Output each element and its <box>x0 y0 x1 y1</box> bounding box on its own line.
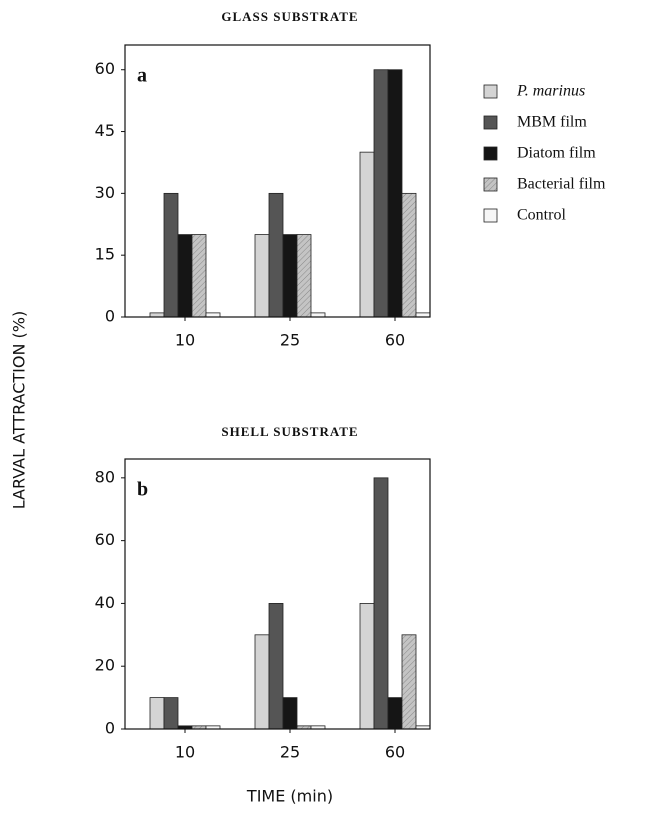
x-tick-label: 10 <box>175 331 195 350</box>
x-tick-label: 25 <box>280 331 300 350</box>
bar <box>177 234 193 318</box>
y-tick-label: 60 <box>95 530 115 549</box>
y-tick-label: 0 <box>105 719 115 738</box>
legend-label: Control <box>517 207 566 224</box>
x-tick-label: 10 <box>175 743 195 762</box>
y-tick-label: 15 <box>95 245 115 264</box>
x-tick-label: 60 <box>385 743 405 762</box>
legend-label: MBM film <box>517 114 587 131</box>
bar <box>163 192 179 318</box>
bar <box>254 634 270 730</box>
y-tick-label: 60 <box>95 59 115 78</box>
bar <box>373 477 389 730</box>
x-axis-label: TIME (min) <box>246 787 333 806</box>
legend-swatch <box>483 208 498 223</box>
bar <box>268 603 284 730</box>
legend-swatch <box>483 146 498 161</box>
bar <box>282 234 298 318</box>
bar <box>254 234 270 318</box>
panel-label: a <box>137 65 147 87</box>
legend-swatch <box>483 177 498 192</box>
bar <box>373 69 389 318</box>
y-tick-label: 40 <box>95 593 115 612</box>
bar <box>359 151 375 318</box>
legend-label: Diatom film <box>517 145 596 162</box>
plot-frame <box>124 44 431 318</box>
x-tick-label: 25 <box>280 743 300 762</box>
bar <box>387 697 403 730</box>
y-axis-label: LARVAL ATTRACTION (%) <box>10 311 29 509</box>
bar <box>191 234 207 318</box>
bar <box>296 234 312 318</box>
bar <box>359 603 375 730</box>
legend-swatch <box>483 115 498 130</box>
bar <box>282 697 298 730</box>
bar <box>310 312 326 318</box>
y-tick-label: 0 <box>105 307 115 326</box>
bar <box>205 312 221 318</box>
legend-label: P. marinus <box>516 83 585 100</box>
bar <box>387 69 403 318</box>
bar <box>268 192 284 318</box>
y-tick-label: 20 <box>95 656 115 675</box>
chart-title: SHELL SUBSTRATE <box>221 424 358 439</box>
plot-frame <box>124 458 431 730</box>
bar <box>401 634 417 730</box>
bar <box>401 192 417 318</box>
chart-title: GLASS SUBSTRATE <box>221 9 358 24</box>
y-tick-label: 45 <box>95 121 115 140</box>
x-tick-label: 60 <box>385 331 405 350</box>
y-tick-label: 80 <box>95 467 115 486</box>
bar <box>163 697 179 730</box>
bar <box>149 697 165 730</box>
panel-label: b <box>137 479 148 501</box>
legend-swatch <box>483 84 498 99</box>
legend-label: Bacterial film <box>517 176 606 193</box>
bar <box>415 312 431 318</box>
y-tick-label: 30 <box>95 183 115 202</box>
bar <box>149 312 165 318</box>
